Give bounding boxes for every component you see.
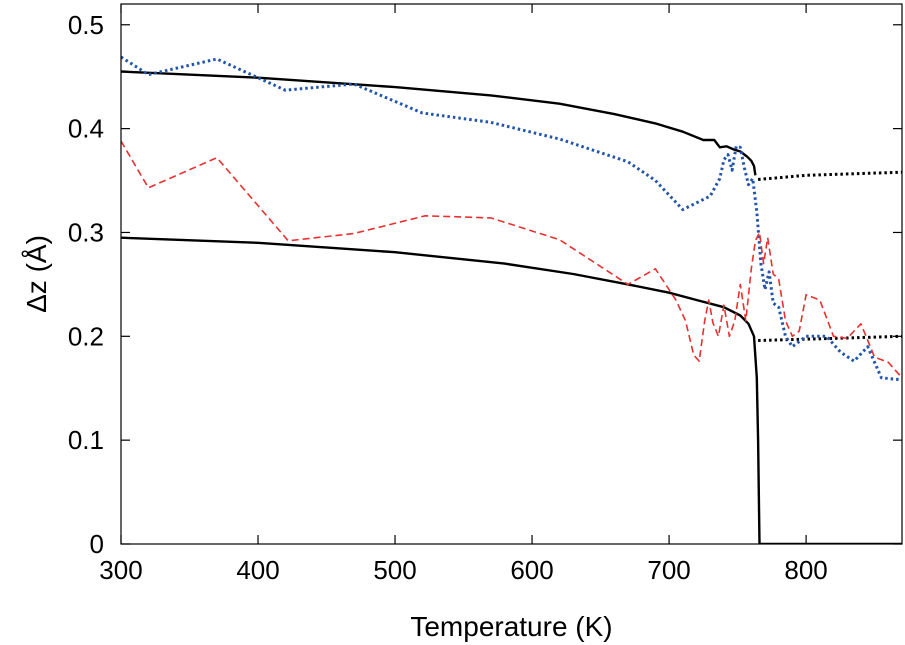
series-line-4-dotted <box>758 334 902 342</box>
series-line-5-dotted <box>121 55 902 382</box>
y-tick-label: 0.4 <box>68 114 104 144</box>
series-line-3-dotted <box>757 170 902 181</box>
plot-frame <box>120 3 903 545</box>
x-tick-label: 600 <box>510 555 553 585</box>
y-tick-label: 0 <box>90 529 104 559</box>
x-tick-label: 300 <box>99 555 142 585</box>
x-tick-label: 500 <box>373 555 416 585</box>
series-line-6-dashed <box>121 140 902 379</box>
x-tick-label: 800 <box>784 555 827 585</box>
x-axis-label: Temperature (K) <box>410 611 612 642</box>
y-tick-label: 0.1 <box>68 425 104 455</box>
x-tick-label: 400 <box>236 555 279 585</box>
y-axis-label: Δz (Å) <box>21 235 52 313</box>
axis-ticks: 300 400 500 600 700 800 0 0.1 0.2 0.3 0.4 0.5 <box>68 4 902 585</box>
series-layer <box>121 55 902 544</box>
y-tick-label: 0.3 <box>68 217 104 247</box>
y-tick-label: 0.5 <box>68 10 104 40</box>
series-line-1-solid <box>121 70 757 176</box>
x-tick-label: 700 <box>647 555 690 585</box>
series-line-2-solid <box>121 236 902 544</box>
y-tick-label: 0.2 <box>68 321 104 351</box>
